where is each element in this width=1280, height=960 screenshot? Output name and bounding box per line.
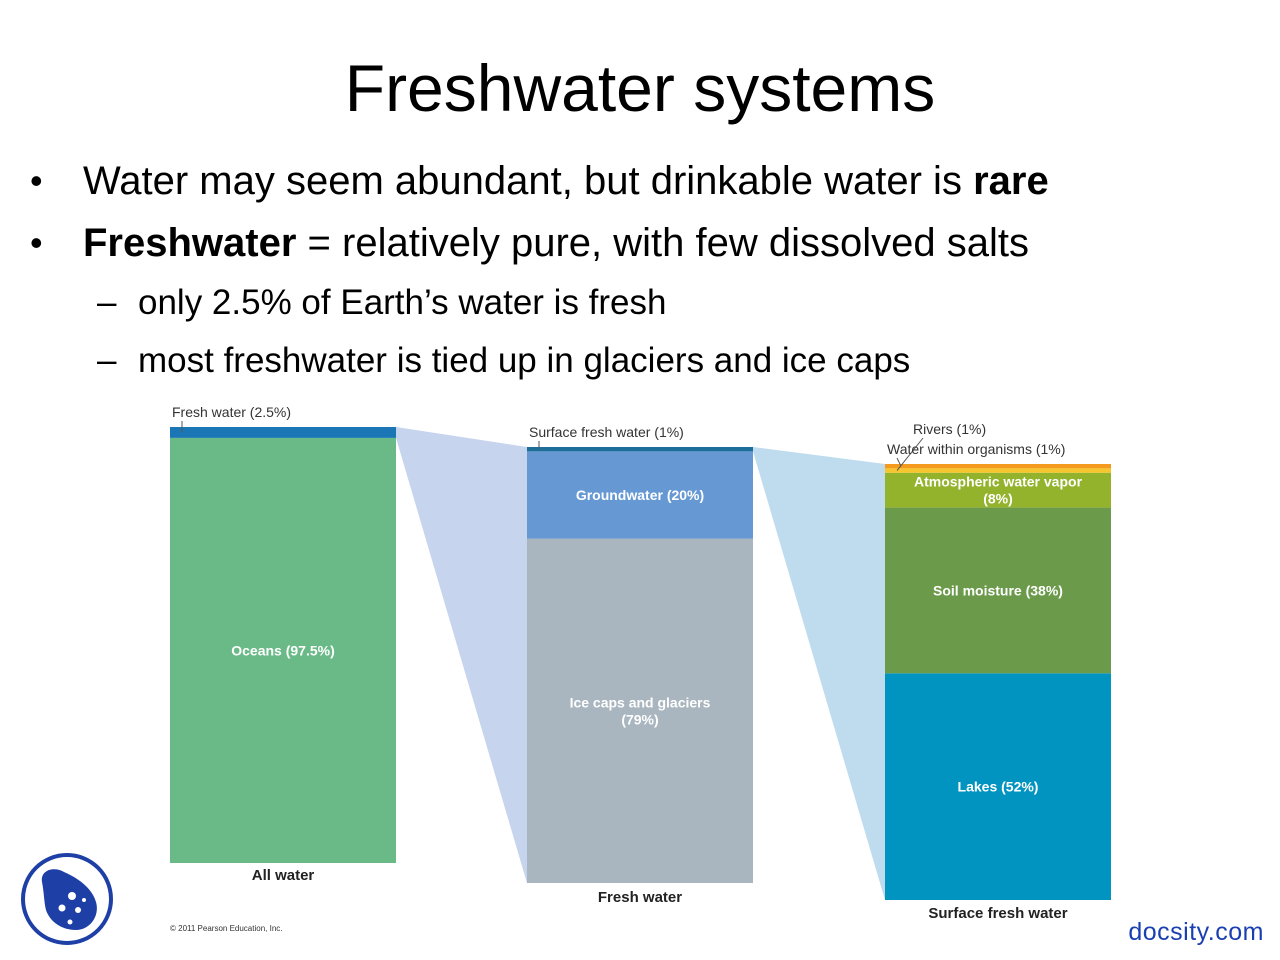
sub-bullet-text: only 2.5% of Earth’s water is fresh bbox=[138, 283, 667, 322]
bullet-text: = relatively pure, with few dissolved sa… bbox=[296, 221, 1029, 265]
segment-label: Oceans (97.5%) bbox=[231, 642, 335, 658]
bar-segment-fresh-water bbox=[170, 427, 396, 438]
bar-segment-groundwater bbox=[527, 451, 753, 539]
segment-label: Soil moisture (38%) bbox=[933, 582, 1063, 598]
sub-bullet-text: most freshwater is tied up in glaciers a… bbox=[138, 341, 911, 380]
bar-segment-ice-caps-and-glaciers bbox=[527, 538, 753, 883]
bullet-bold-text: rare bbox=[973, 159, 1049, 203]
docsity-logo-icon bbox=[20, 852, 114, 946]
callout-label: Fresh water (2.5%) bbox=[172, 404, 291, 420]
callout-label: Water within organisms (1%) bbox=[887, 441, 1065, 457]
bullet-list: • Water may seem abundant, but drinkable… bbox=[30, 150, 1250, 390]
bar-segment-oceans bbox=[170, 437, 396, 863]
docsity-watermark: docsity.com bbox=[1128, 918, 1264, 946]
sub-bullet-dash: – bbox=[97, 283, 117, 322]
bullet-bold-text: Freshwater bbox=[83, 221, 297, 265]
breakdown-connector bbox=[753, 447, 885, 900]
bar-segment-water-within-organisms bbox=[885, 464, 1111, 469]
bullet-dot: • bbox=[30, 222, 43, 263]
column-label: Fresh water bbox=[598, 889, 682, 906]
callout-leader-line bbox=[896, 437, 924, 471]
segment-label: Atmospheric water vapor (8%) bbox=[914, 474, 1083, 507]
bar-segment-atmospheric-water-vapor bbox=[885, 472, 1111, 508]
column-label: Surface fresh water bbox=[928, 905, 1067, 922]
bullet-dot: • bbox=[30, 160, 43, 201]
bullet-item: • Freshwater = relatively pure, with few… bbox=[30, 212, 1250, 274]
sub-bullet-item: – most freshwater is tied up in glaciers… bbox=[30, 332, 1250, 390]
column-label: All water bbox=[252, 867, 315, 884]
bar-segment-soil-moisture bbox=[885, 507, 1111, 674]
breakdown-connector bbox=[396, 427, 527, 883]
bullet-text: Water may seem abundant, but drinkable w… bbox=[83, 159, 974, 203]
callout-label: Surface fresh water (1%) bbox=[529, 424, 684, 440]
bar-segment-lakes bbox=[885, 673, 1111, 900]
segment-label: Ice caps and glaciers (79%) bbox=[570, 694, 711, 727]
sub-bullet-dash: – bbox=[97, 341, 117, 380]
slide-title: Freshwater systems bbox=[344, 51, 936, 125]
copyright-note: © 2011 Pearson Education, Inc. bbox=[170, 924, 282, 933]
callout-leader-line bbox=[896, 457, 902, 467]
sub-bullet-item: – only 2.5% of Earth’s water is fresh bbox=[30, 274, 1250, 332]
bar-segment-surface-fresh-water bbox=[527, 447, 753, 452]
segment-label: Groundwater (20%) bbox=[576, 487, 704, 503]
bullet-item: • Water may seem abundant, but drinkable… bbox=[30, 150, 1250, 212]
segment-label: Lakes (52%) bbox=[958, 779, 1039, 795]
callout-label: Rivers (1%) bbox=[913, 421, 986, 437]
bar-segment-rivers bbox=[885, 468, 1111, 473]
